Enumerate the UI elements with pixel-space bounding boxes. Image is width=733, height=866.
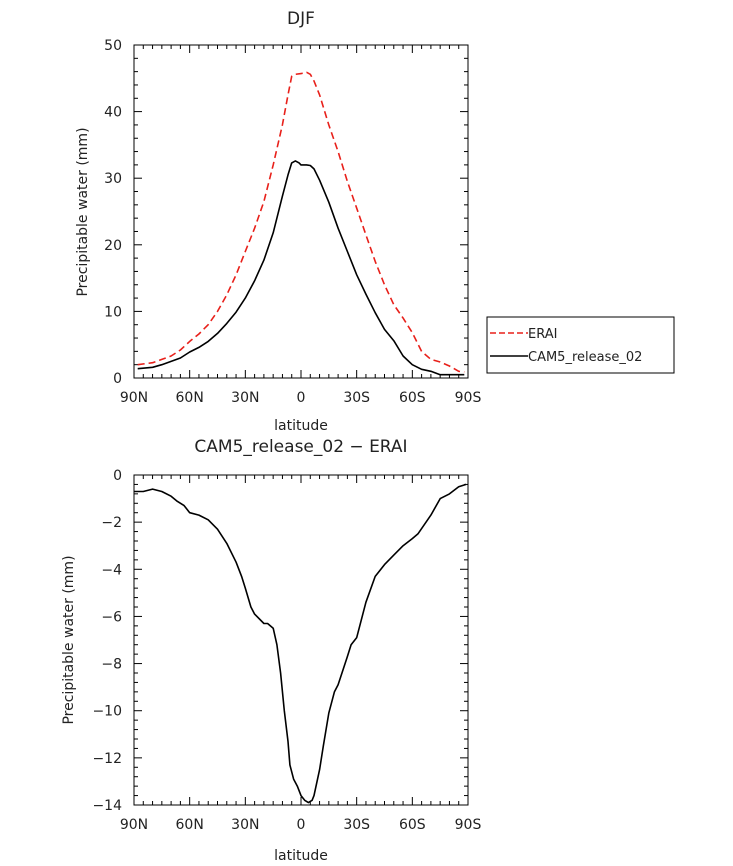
bottom-plot-frame	[133, 474, 469, 806]
top-y-tick-label: 20	[104, 238, 122, 254]
top-x-tick-label: 60S	[399, 390, 426, 406]
bottom-y-tick-label: −8	[101, 657, 122, 673]
bottom-x-tick-label: 90S	[455, 817, 482, 833]
top-panel: DJF Precipitable water (mm) latitude 90N…	[75, 9, 481, 434]
top-y-tick-label: 0	[113, 371, 122, 387]
top-x-axis-label: latitude	[274, 418, 328, 434]
top-y-axis-label: Precipitable water (mm)	[75, 127, 91, 296]
bottom-y-tick-label: −10	[92, 704, 122, 720]
top-x-tick-label: 30S	[343, 390, 370, 406]
bottom-y-tick-label: 0	[113, 468, 122, 484]
top-y-tick-label: 50	[104, 38, 122, 54]
bottom-x-axis-label: latitude	[274, 848, 328, 864]
top-y-tick-label: 30	[104, 171, 122, 187]
bottom-x-tick-label: 90N	[120, 817, 148, 833]
legend: ERAI CAM5_release_02	[486, 316, 675, 374]
bottom-y-axis-label: Precipitable water (mm)	[61, 555, 77, 724]
bottom-y-tick-label: −4	[101, 562, 122, 578]
legend-box	[486, 316, 675, 374]
bottom-panel: CAM5_release_02 − ERAI Precipitable wate…	[61, 437, 481, 864]
top-x-tick-label: 60N	[176, 390, 204, 406]
top-y-tick-label: 10	[104, 304, 122, 320]
bottom-x-tick-label: 0	[297, 817, 306, 833]
bottom-x-tick-label: 30S	[343, 817, 370, 833]
top-y-tick-label: 40	[104, 105, 122, 121]
bottom-x-tick-label: 60N	[176, 817, 204, 833]
bottom-y-tick-label: −2	[101, 515, 122, 531]
top-plot-frame	[133, 44, 469, 379]
bottom-chart-title: CAM5_release_02 − ERAI	[194, 437, 407, 457]
top-x-tick-label: 30N	[231, 390, 259, 406]
bottom-y-tick-label: −14	[92, 798, 122, 814]
top-series-line-cam5-release-02	[137, 160, 465, 376]
top-x-tick-label: 90S	[455, 390, 482, 406]
bottom-x-tick-label: 30N	[231, 817, 259, 833]
bottom-series-line-difference	[134, 483, 467, 804]
legend-cam5-label: CAM5_release_02	[528, 350, 642, 365]
legend-erai-label: ERAI	[528, 327, 557, 342]
top-x-tick-label: 0	[297, 390, 306, 406]
bottom-x-tick-label: 60S	[399, 817, 426, 833]
bottom-y-tick-label: −12	[92, 751, 122, 767]
top-x-tick-label: 90N	[120, 390, 148, 406]
top-series-line-erai	[137, 71, 465, 373]
bottom-y-tick-label: −6	[101, 609, 122, 625]
top-chart-title: DJF	[287, 9, 315, 29]
